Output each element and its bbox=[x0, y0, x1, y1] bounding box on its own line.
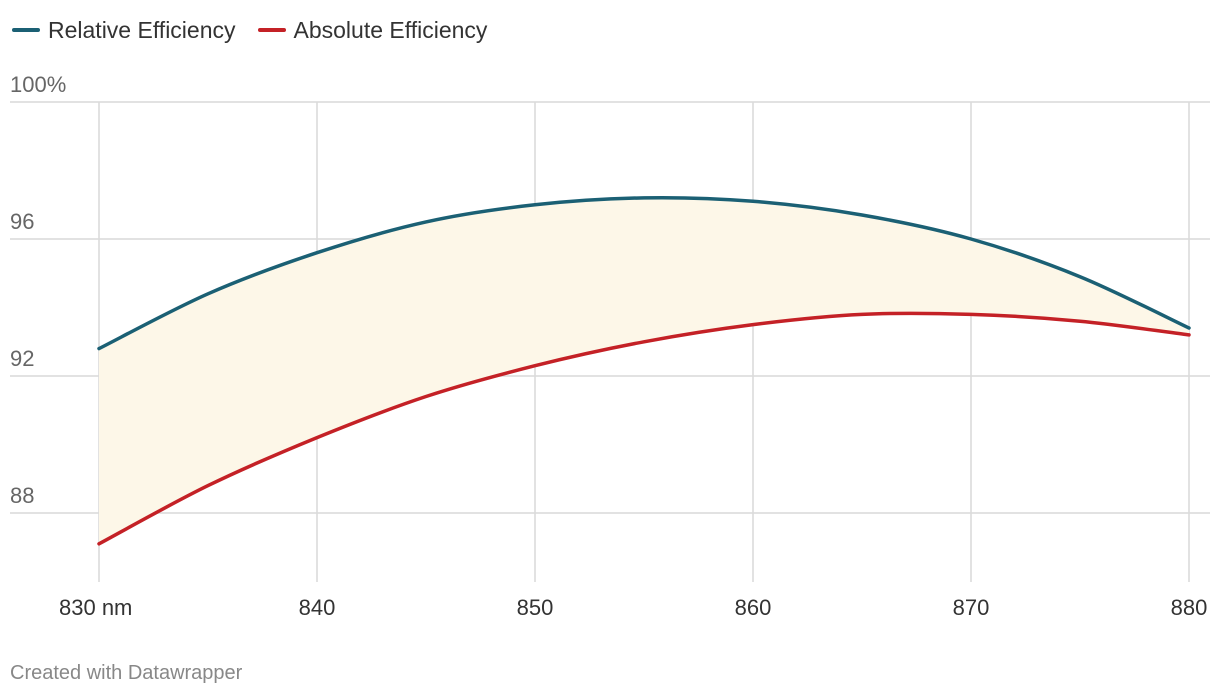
x-tick-label: 880 bbox=[1171, 595, 1208, 620]
series-line-relative-efficiency bbox=[97, 196, 1191, 351]
y-tick-label: 100% bbox=[10, 72, 66, 97]
y-tick-label: 88 bbox=[10, 483, 34, 508]
x-tick-label: 850 bbox=[517, 595, 554, 620]
y-tick-label: 96 bbox=[10, 209, 34, 234]
efficiency-band bbox=[99, 197, 1189, 544]
legend-label-relative-efficiency: Relative Efficiency bbox=[48, 16, 236, 43]
legend-swatch-absolute-efficiency bbox=[257, 28, 286, 32]
legend-item-absolute-efficiency[interactable]: Absolute Efficiency bbox=[257, 16, 488, 44]
series-lines bbox=[97, 196, 1191, 546]
x-axis-labels: 830 nm 840 850 860 870 880 bbox=[59, 595, 1207, 620]
legend-label-absolute-efficiency: Absolute Efficiency bbox=[293, 16, 488, 43]
legend-swatch-relative-efficiency bbox=[12, 28, 40, 32]
x-tick-label: 860 bbox=[735, 595, 772, 620]
legend: Relative Efficiency Absolute Efficiency bbox=[12, 14, 487, 46]
grid bbox=[10, 101, 1210, 582]
x-tick-label: 870 bbox=[953, 595, 990, 620]
x-tick-label: 830 nm bbox=[59, 595, 132, 620]
legend-item-relative-efficiency[interactable]: Relative Efficiency bbox=[12, 17, 236, 44]
y-tick-label: 92 bbox=[10, 346, 34, 371]
y-axis-labels: 88 92 96 100% bbox=[10, 72, 66, 508]
efficiency-band-area bbox=[99, 197, 1189, 544]
x-tick-label: 840 bbox=[299, 595, 336, 620]
footer-credit: Created with Datawrapper bbox=[10, 662, 243, 684]
series-line-absolute-efficiency bbox=[97, 311, 1191, 546]
